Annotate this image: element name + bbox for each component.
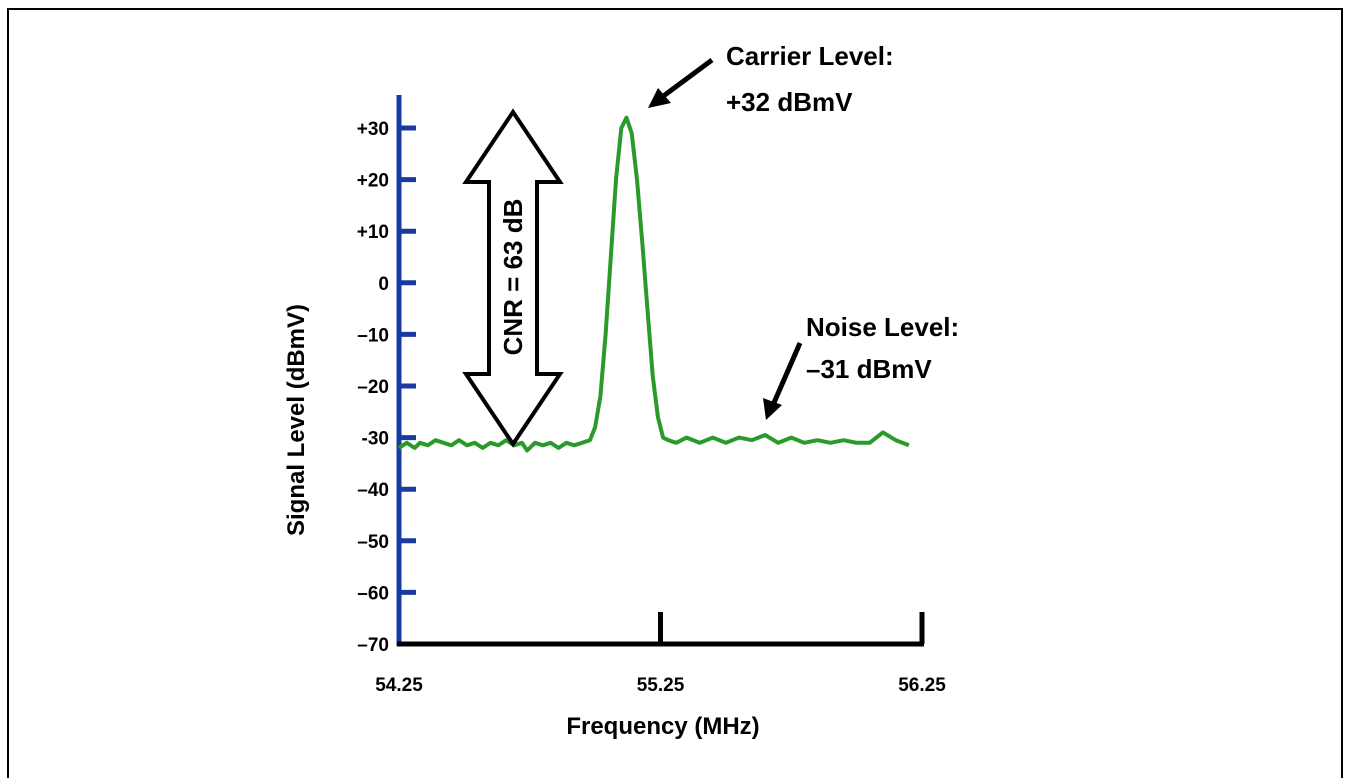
carrier-pointer-arrowhead (648, 88, 671, 108)
noise-pointer-arrowhead (763, 398, 782, 420)
x-tick-label: 54.25 (375, 675, 423, 696)
cnr-label: CNR = 63 dB (498, 199, 528, 356)
cnr-double-arrow (462, 108, 564, 448)
y-tick-label: –60 (357, 583, 389, 604)
y-tick-label: –40 (357, 480, 389, 501)
x-tick-label: 56.25 (898, 675, 946, 696)
carrier-level-label-line1: Carrier Level: (726, 41, 894, 71)
y-tick-label: –70 (357, 635, 389, 656)
x-axis-title: Frequency (MHz) (566, 713, 759, 740)
y-tick-label: +10 (357, 222, 389, 243)
y-ticks: +30 +20 +10 0 –10 –20 -30 –40 –50 –60 –70 (357, 119, 416, 656)
x-ticks: 54.25 55.25 56.25 (375, 612, 946, 696)
noise-level-label-line2: –31 dBmV (806, 354, 932, 384)
carrier-pointer-line (656, 57, 714, 103)
noise-level-label-line1: Noise Level: (806, 312, 959, 342)
y-axis-title: Signal Level (dBmV) (283, 304, 310, 536)
y-tick-label: –50 (357, 532, 389, 553)
noise-pointer-line (770, 342, 803, 406)
y-tick-label: -30 (362, 429, 389, 450)
y-tick-label: 0 (378, 274, 389, 295)
figure-frame (7, 8, 1343, 778)
y-tick-label: +20 (357, 171, 389, 192)
carrier-level-label-line2: +32 dBmV (726, 87, 853, 117)
y-tick-label: –10 (357, 325, 389, 346)
signal-trace-line (397, 115, 910, 453)
y-tick-label: +30 (357, 119, 389, 140)
y-tick-label: –20 (357, 377, 389, 398)
x-tick-label: 55.25 (637, 675, 685, 696)
